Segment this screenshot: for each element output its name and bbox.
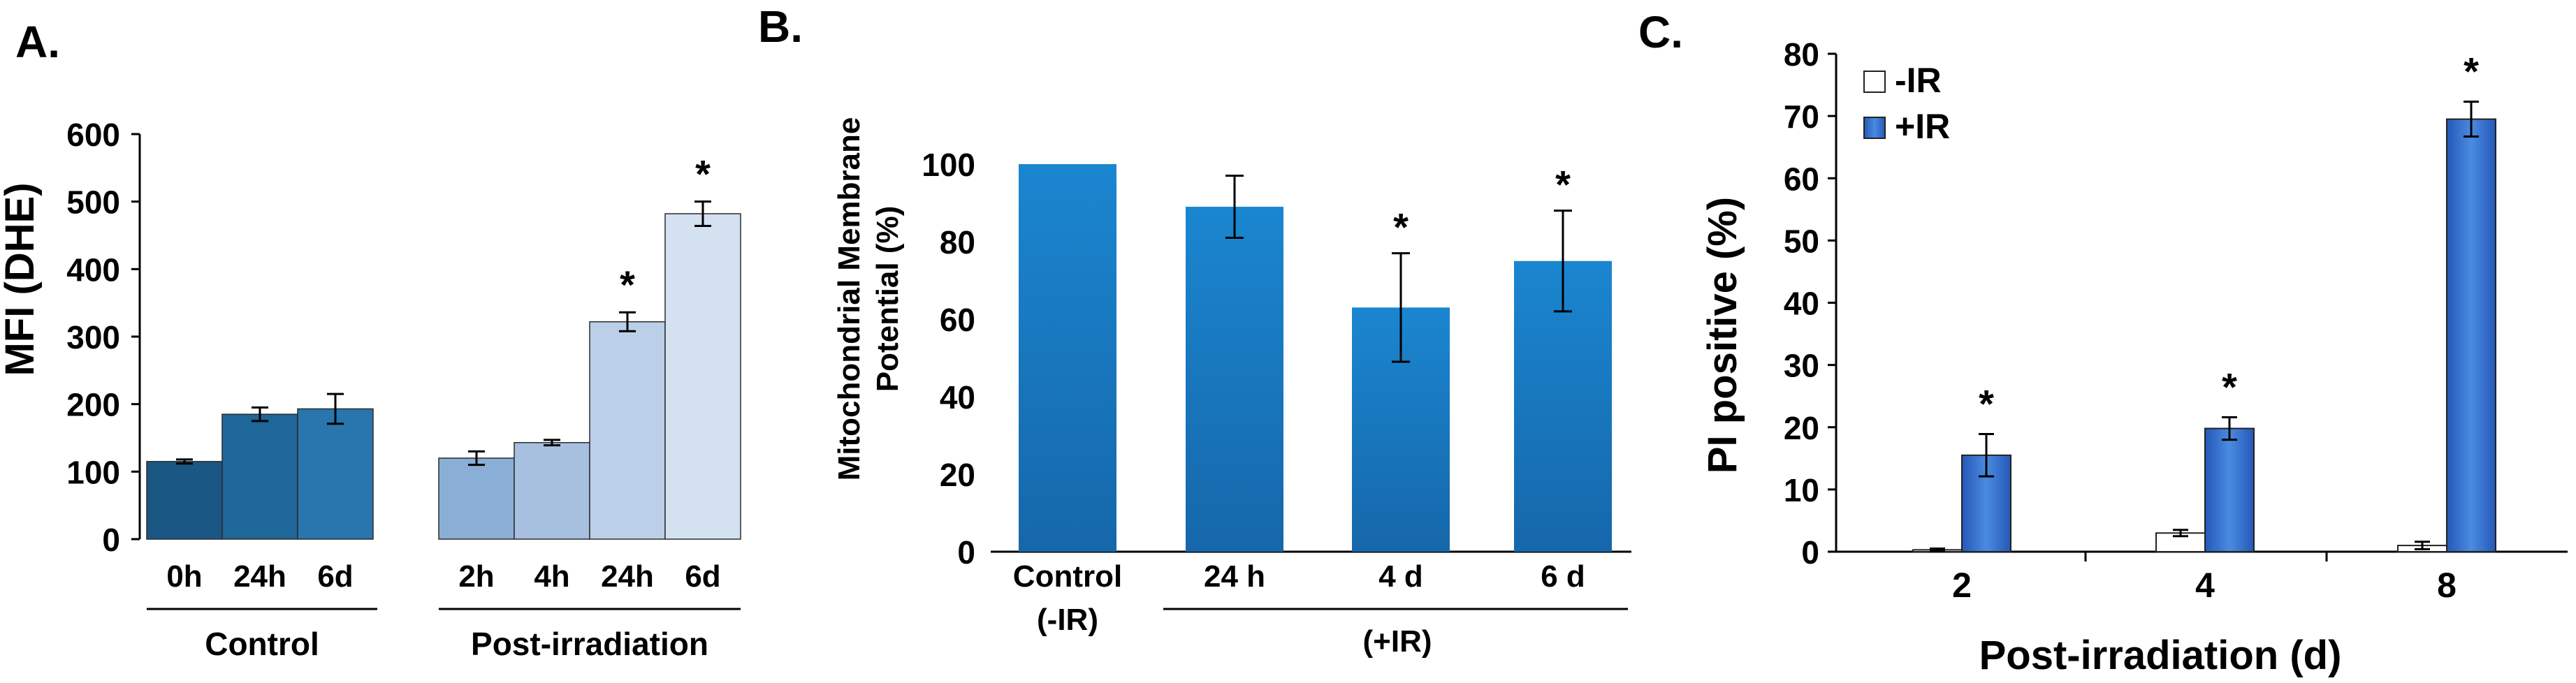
panel-b-bars: Control (-IR) 24 h * 4 d * 6 d (+IR) — [1013, 163, 1628, 659]
bar — [221, 413, 298, 540]
y-tick-label: 80 — [1784, 36, 1819, 73]
bar — [1186, 207, 1283, 552]
group-label: (+IR) — [1363, 624, 1432, 659]
legend-label: +IR — [1895, 107, 1950, 146]
x-tick-label: 2 — [1952, 566, 1972, 605]
significance-star: * — [1555, 163, 1571, 207]
y-tick-label: 50 — [1784, 223, 1819, 259]
error-bar — [544, 439, 560, 447]
x-tick-label: 6 d — [1541, 559, 1585, 594]
y-tick-label: 70 — [1784, 98, 1819, 135]
error-bar — [327, 392, 344, 425]
x-tick-label: 6d — [685, 559, 720, 594]
x-tick-label: 0h — [166, 559, 202, 594]
bar — [589, 321, 666, 540]
y-tick-label: 80 — [940, 224, 975, 260]
y-tick-label: 300 — [66, 319, 120, 355]
y-tick-label: 20 — [940, 457, 975, 493]
group-label: Post-irradiation — [471, 626, 708, 662]
bar-+IR — [2204, 427, 2255, 552]
legend-label: -IR — [1895, 61, 1942, 100]
x-tick-label: (-IR) — [1037, 603, 1098, 637]
y-tick-label: 10 — [1784, 472, 1819, 508]
y-tick-label: 20 — [1784, 410, 1819, 446]
y-tick-label: 0 — [1801, 534, 1819, 571]
y-tick-label: 40 — [940, 379, 975, 416]
panel-b-ylabel-line1: Mitochondrial Membrane — [832, 117, 866, 481]
significance-star: * — [2222, 365, 2237, 409]
group-label: Control — [205, 626, 319, 662]
y-tick-label: 500 — [66, 184, 120, 221]
significance-star: * — [2464, 50, 2479, 94]
panel-c-ylabel: PI positive (%) — [1700, 197, 1745, 473]
y-tick-label: 100 — [66, 454, 120, 490]
y-tick-label: 60 — [1784, 161, 1819, 197]
legend-swatch — [1863, 71, 1886, 93]
bar — [1019, 164, 1116, 552]
significance-star: * — [695, 152, 711, 196]
y-tick-label: 0 — [957, 534, 975, 571]
panel-c: C. PI positive (%) Post-irradiation (d) … — [1638, 7, 2568, 678]
error-bar — [1979, 433, 1994, 478]
significance-star: * — [1979, 382, 1994, 426]
y-tick-label: 30 — [1784, 348, 1819, 384]
y-tick-label: 0 — [102, 522, 120, 558]
panel-c-xlabel: Post-irradiation (d) — [1979, 633, 2342, 678]
panel-c-axes: 0 10 20 30 40 50 60 70 80 — [1784, 36, 2568, 571]
x-tick-label: 24h — [601, 559, 654, 594]
x-tick-label: 4 d — [1378, 559, 1423, 594]
panel-a-ylabel: MFI (DHE) — [0, 182, 43, 376]
x-tick-label: 4 — [2195, 566, 2215, 605]
bar — [514, 442, 590, 540]
y-tick-label: 200 — [66, 387, 120, 423]
panel-c-legend: -IR +IR — [1863, 61, 1950, 146]
panel-a-label: A. — [15, 17, 60, 67]
bar-+IR — [2446, 118, 2496, 553]
error-bar — [1225, 175, 1244, 239]
error-bar — [2173, 529, 2188, 538]
y-tick-label: 60 — [940, 302, 975, 338]
panel-a: A. MFI (DHE) 0 100 200 300 400 500 600 0h 24h 6d… — [0, 17, 741, 662]
error-bar — [1392, 252, 1410, 363]
y-tick-label: 100 — [922, 147, 975, 183]
panel-b-label: B. — [758, 1, 803, 52]
error-bar — [176, 458, 193, 465]
bar — [297, 408, 374, 540]
error-bar — [2464, 101, 2479, 138]
x-tick-label: 6d — [317, 559, 353, 594]
panel-c-bars: * 2 * 4 * 8 — [1912, 50, 2496, 605]
error-bar — [2415, 541, 2430, 550]
error-bar — [1930, 548, 1945, 552]
panel-b-ylabel-line2: Potential (%) — [871, 206, 905, 392]
y-tick-label: 600 — [66, 117, 120, 153]
x-tick-label: 8 — [2437, 566, 2457, 605]
x-tick-label: 4h — [534, 559, 569, 594]
panel-c-label: C. — [1638, 7, 1683, 57]
panel-b: B. Mitochondrial Membrane Potential (%) … — [758, 1, 1631, 659]
bar — [146, 461, 223, 540]
panel-a-bars: 0h 24h 6d Control 2h 4h * 24h * 6d Post-irradiatio… — [146, 152, 741, 662]
error-bar — [694, 200, 711, 227]
bar — [438, 457, 515, 540]
y-tick-label: 40 — [1784, 286, 1819, 322]
x-tick-label: Control — [1013, 559, 1122, 594]
significance-star: * — [1393, 205, 1409, 249]
x-tick-label: 2h — [458, 559, 494, 594]
x-tick-label: 24h — [233, 559, 286, 594]
significance-star: * — [620, 263, 635, 307]
error-bar — [2222, 416, 2237, 441]
legend-swatch — [1863, 117, 1886, 139]
error-bar — [619, 311, 636, 332]
bar — [664, 213, 741, 540]
error-bar — [468, 450, 485, 467]
error-bar — [1554, 210, 1572, 313]
y-tick-label: 400 — [66, 251, 120, 288]
panel-a-axes: 0 100 200 300 400 500 600 — [66, 117, 141, 558]
panel-b-axes: 0 20 40 60 80 100 — [922, 147, 1631, 571]
error-bar — [252, 406, 268, 423]
x-tick-label: 24 h — [1204, 559, 1265, 594]
